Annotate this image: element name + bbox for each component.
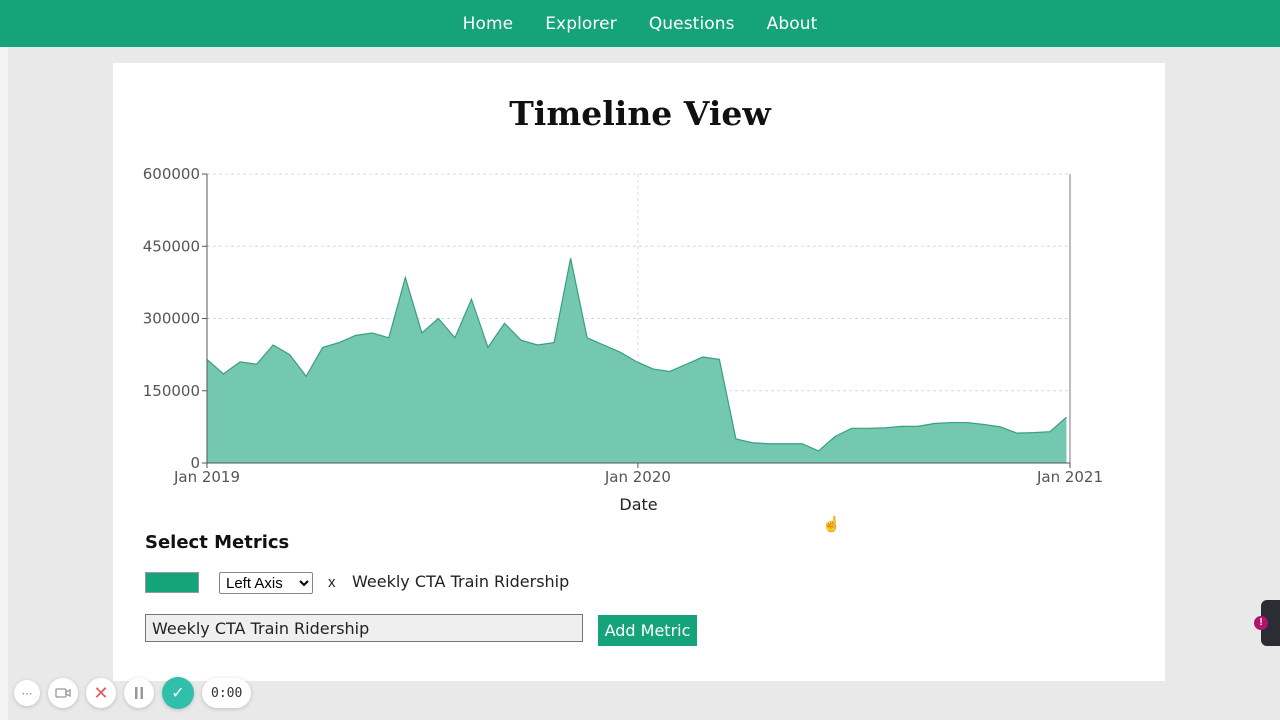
- camera-icon-glyph: [55, 688, 71, 698]
- y-tick-label: 0: [190, 454, 200, 472]
- y-tick-label: 150000: [143, 382, 200, 400]
- top-navigation: Home Explorer Questions About: [0, 0, 1280, 47]
- x-axis-label: Date: [619, 495, 657, 514]
- check-icon[interactable]: ✓: [162, 677, 194, 709]
- axis-select[interactable]: Left AxisRight Axis: [219, 572, 313, 594]
- nav-explorer[interactable]: Explorer: [545, 13, 617, 34]
- page-title: Timeline View: [509, 94, 771, 133]
- nav-questions[interactable]: Questions: [648, 13, 735, 34]
- recording-timer: 0:00: [202, 678, 252, 708]
- close-icon[interactable]: ✕: [86, 678, 116, 708]
- pause-icon-glyph: [135, 687, 143, 699]
- x-tick-label: Jan 2019: [173, 468, 240, 486]
- area-series-fill: [207, 258, 1067, 463]
- remove-metric-button[interactable]: x: [328, 574, 336, 591]
- pause-icon[interactable]: [124, 678, 154, 708]
- recorder-toolbar: ⋯ ✕ ✓ 0:00: [14, 677, 252, 709]
- add-metric-button[interactable]: Add Metric: [598, 615, 697, 646]
- x-tick-label: Jan 2021: [1036, 468, 1103, 486]
- alert-badge-icon[interactable]: !: [1254, 616, 1268, 630]
- nav-about[interactable]: About: [766, 13, 818, 34]
- y-tick-label: 450000: [143, 237, 200, 255]
- camera-icon[interactable]: [48, 678, 78, 708]
- nav-home[interactable]: Home: [462, 13, 514, 34]
- left-gutter: [0, 47, 8, 720]
- metric-input[interactable]: [145, 614, 583, 642]
- y-tick-label: 600000: [143, 165, 200, 183]
- x-tick-label: Jan 2020: [604, 468, 671, 486]
- y-tick-label: 300000: [143, 310, 200, 328]
- area-series-line: [206, 258, 1067, 452]
- more-options-icon[interactable]: ⋯: [14, 680, 40, 706]
- metric-color-swatch[interactable]: [145, 572, 199, 593]
- hand-cursor-icon: ☝: [822, 516, 841, 533]
- select-metrics-title: Select Metrics: [145, 532, 290, 553]
- side-panel-tab[interactable]: [1261, 600, 1280, 646]
- metric-name: Weekly CTA Train Ridership: [352, 572, 570, 591]
